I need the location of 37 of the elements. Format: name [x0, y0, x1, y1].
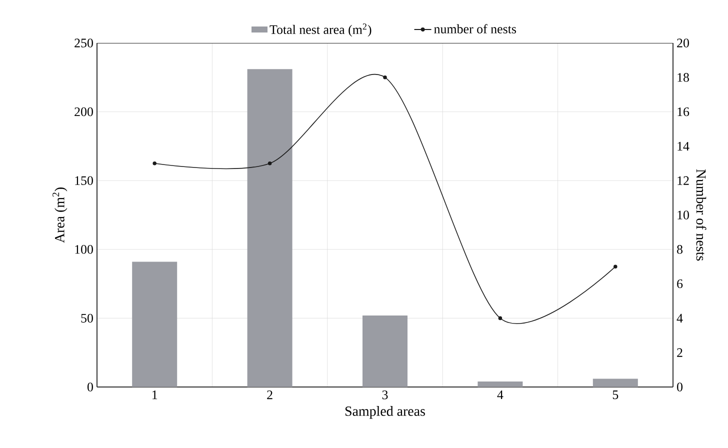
bar	[478, 381, 523, 387]
y2-tick-label: 8	[677, 245, 683, 254]
y-tick-label: 100	[75, 245, 93, 254]
y2-tick-label: 14	[678, 142, 690, 150]
y2-tick-label: 20	[677, 38, 689, 48]
x-tick-label: 4	[497, 390, 504, 400]
y-tick-label: 0	[88, 382, 93, 392]
bar	[247, 69, 292, 387]
y-axis-title: Area (m$^{2}$)	[52, 188, 68, 243]
y2-tick-label: 2	[677, 348, 682, 357]
y2-tick-label: 6	[677, 279, 683, 288]
y2-tick-label: 10	[678, 210, 689, 220]
bar	[592, 378, 638, 387]
legend-label: Total nest area (m$^{2}$)	[270, 24, 372, 37]
x-tick-label: 5	[612, 390, 618, 400]
point	[498, 316, 502, 320]
y2-tick-label: 0	[677, 382, 683, 392]
point	[152, 162, 156, 166]
point	[268, 162, 272, 166]
y-tick-label: 250	[74, 38, 93, 48]
x-tick-label: 1	[152, 390, 158, 400]
bar	[132, 262, 178, 387]
y2-tick-label: 4	[676, 314, 683, 322]
point	[614, 264, 618, 268]
point	[383, 76, 387, 80]
x-axis-title: Sampled areas	[345, 406, 425, 419]
y2-tick-label: 12	[678, 176, 689, 185]
y2-axis-title: Number of nests	[696, 169, 706, 261]
x-tick-label: 3	[382, 390, 388, 400]
bar	[362, 315, 408, 387]
y2-tick-label: 16	[678, 107, 690, 116]
y-tick-label: 50	[81, 314, 93, 323]
y-tick-label: 150	[75, 176, 93, 185]
y-tick-label: 200	[74, 107, 93, 116]
legend-label: number of nests	[434, 24, 516, 34]
x-tick-label: 2	[267, 390, 272, 400]
y2-tick-label: 18	[678, 73, 689, 82]
